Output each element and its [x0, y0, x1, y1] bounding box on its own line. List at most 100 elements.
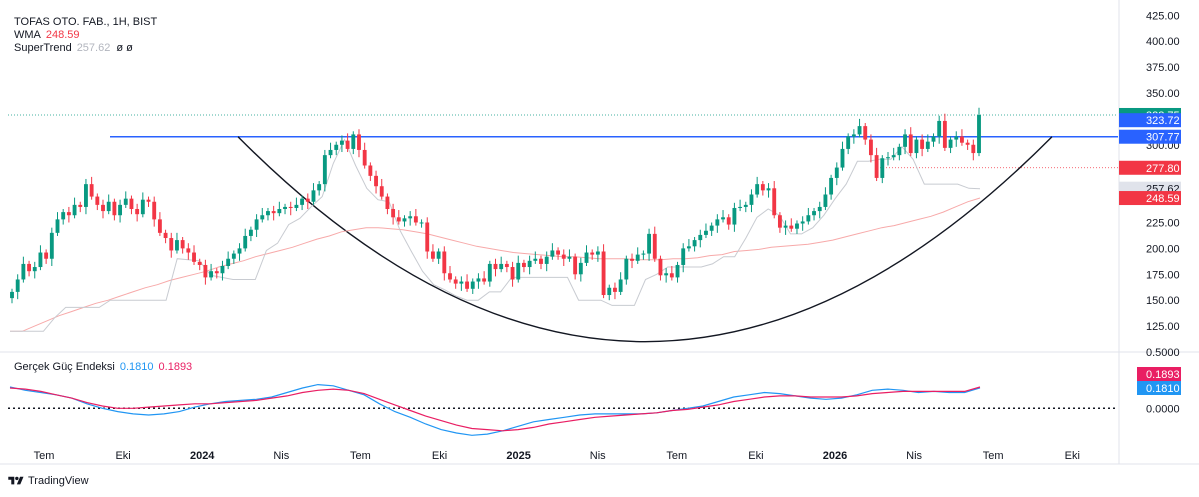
- wma-legend[interactable]: WMA 248.59: [14, 29, 80, 42]
- candle-body[interactable]: [516, 262, 521, 280]
- candle-body[interactable]: [897, 146, 902, 156]
- candle-body[interactable]: [709, 225, 714, 231]
- candle-body[interactable]: [721, 217, 725, 220]
- candle-body[interactable]: [573, 256, 578, 275]
- candle-body[interactable]: [408, 216, 413, 219]
- candle-body[interactable]: [783, 225, 788, 228]
- candle-body[interactable]: [977, 114, 981, 154]
- candle-body[interactable]: [254, 219, 259, 230]
- candle-body[interactable]: [402, 218, 407, 222]
- candle-body[interactable]: [618, 279, 623, 292]
- candle-body[interactable]: [686, 246, 691, 249]
- candle-body[interactable]: [539, 258, 543, 264]
- candle-body[interactable]: [362, 149, 367, 166]
- candle-body[interactable]: [465, 281, 469, 289]
- candle-body[interactable]: [834, 167, 839, 178]
- candle-body[interactable]: [476, 278, 481, 282]
- candle-body[interactable]: [749, 194, 754, 205]
- candle-body[interactable]: [470, 281, 475, 289]
- candle-body[interactable]: [760, 184, 765, 191]
- candle-body[interactable]: [180, 240, 185, 249]
- oscillator-slow-line[interactable]: [9, 386, 981, 432]
- candle-body[interactable]: [578, 262, 583, 275]
- candle-body[interactable]: [903, 134, 907, 147]
- candle-body[interactable]: [157, 219, 162, 233]
- candle-body[interactable]: [118, 204, 123, 216]
- candle-body[interactable]: [931, 136, 936, 142]
- candle-body[interactable]: [448, 273, 452, 280]
- oscillator-legend[interactable]: Gerçek Güç Endeksi 0.1810 0.1893: [14, 361, 192, 374]
- candle-body[interactable]: [942, 120, 947, 148]
- candle-body[interactable]: [726, 217, 731, 225]
- candle-body[interactable]: [630, 258, 634, 261]
- candle-body[interactable]: [772, 188, 777, 216]
- candle-body[interactable]: [32, 267, 37, 272]
- candle-body[interactable]: [305, 198, 310, 202]
- candle-body[interactable]: [328, 149, 333, 156]
- candle-body[interactable]: [777, 215, 782, 228]
- candle-body[interactable]: [175, 240, 179, 251]
- candle-body[interactable]: [954, 136, 959, 140]
- candle-body[interactable]: [743, 204, 748, 207]
- cup-pattern-curve[interactable]: [237, 136, 1053, 343]
- candle-body[interactable]: [49, 232, 54, 259]
- candle-body[interactable]: [44, 252, 49, 259]
- candle-body[interactable]: [21, 263, 26, 280]
- candle-body[interactable]: [430, 251, 435, 259]
- candle-body[interactable]: [317, 184, 322, 191]
- candle-body[interactable]: [590, 252, 595, 255]
- candle-body[interactable]: [55, 219, 60, 233]
- candle-body[interactable]: [698, 234, 703, 241]
- candle-body[interactable]: [214, 271, 219, 274]
- candle-body[interactable]: [800, 221, 805, 224]
- candle-body[interactable]: [658, 258, 663, 276]
- candle-body[interactable]: [652, 233, 657, 259]
- candle-body[interactable]: [152, 201, 157, 220]
- candle-body[interactable]: [971, 144, 976, 154]
- candle-body[interactable]: [163, 232, 168, 239]
- candle-body[interactable]: [886, 157, 890, 159]
- candle-body[interactable]: [595, 251, 600, 255]
- candle-body[interactable]: [607, 287, 612, 296]
- candle-body[interactable]: [129, 198, 134, 210]
- candle-body[interactable]: [533, 258, 538, 261]
- candle-body[interactable]: [522, 262, 526, 268]
- candle-body[interactable]: [669, 273, 674, 278]
- candle-body[interactable]: [220, 266, 225, 274]
- candle-body[interactable]: [482, 278, 487, 282]
- candle-body[interactable]: [459, 281, 464, 284]
- candle-body[interactable]: [186, 248, 191, 253]
- candle-body[interactable]: [10, 291, 14, 299]
- candle-body[interactable]: [613, 287, 617, 292]
- candle-body[interactable]: [948, 139, 953, 148]
- candle-body[interactable]: [829, 177, 834, 195]
- candle-body[interactable]: [880, 158, 885, 178]
- candle-body[interactable]: [641, 253, 646, 255]
- candle-body[interactable]: [601, 251, 606, 296]
- candle-body[interactable]: [203, 264, 208, 278]
- candle-body[interactable]: [84, 184, 88, 207]
- candle-body[interactable]: [413, 216, 418, 223]
- candle-body[interactable]: [322, 155, 327, 185]
- candle-body[interactable]: [738, 206, 743, 208]
- tradingview-footer[interactable]: TradingView: [8, 475, 89, 487]
- candle-body[interactable]: [732, 207, 737, 225]
- candle-body[interactable]: [283, 206, 287, 210]
- candle-body[interactable]: [277, 209, 282, 214]
- candle-body[interactable]: [499, 263, 504, 270]
- candle-body[interactable]: [874, 155, 879, 178]
- candle-body[interactable]: [345, 140, 350, 149]
- candle-body[interactable]: [300, 198, 305, 205]
- candle-body[interactable]: [66, 212, 71, 216]
- candle-body[interactable]: [487, 263, 492, 282]
- candle-body[interactable]: [817, 206, 822, 212]
- candle-body[interactable]: [840, 148, 845, 168]
- candle-body[interactable]: [868, 139, 873, 156]
- candle-body[interactable]: [140, 199, 145, 215]
- candle-body[interactable]: [704, 230, 708, 235]
- candle-body[interactable]: [635, 254, 640, 261]
- candle-body[interactable]: [78, 204, 83, 207]
- candle-body[interactable]: [396, 217, 401, 222]
- candle-body[interactable]: [237, 248, 242, 254]
- candle-body[interactable]: [846, 136, 851, 149]
